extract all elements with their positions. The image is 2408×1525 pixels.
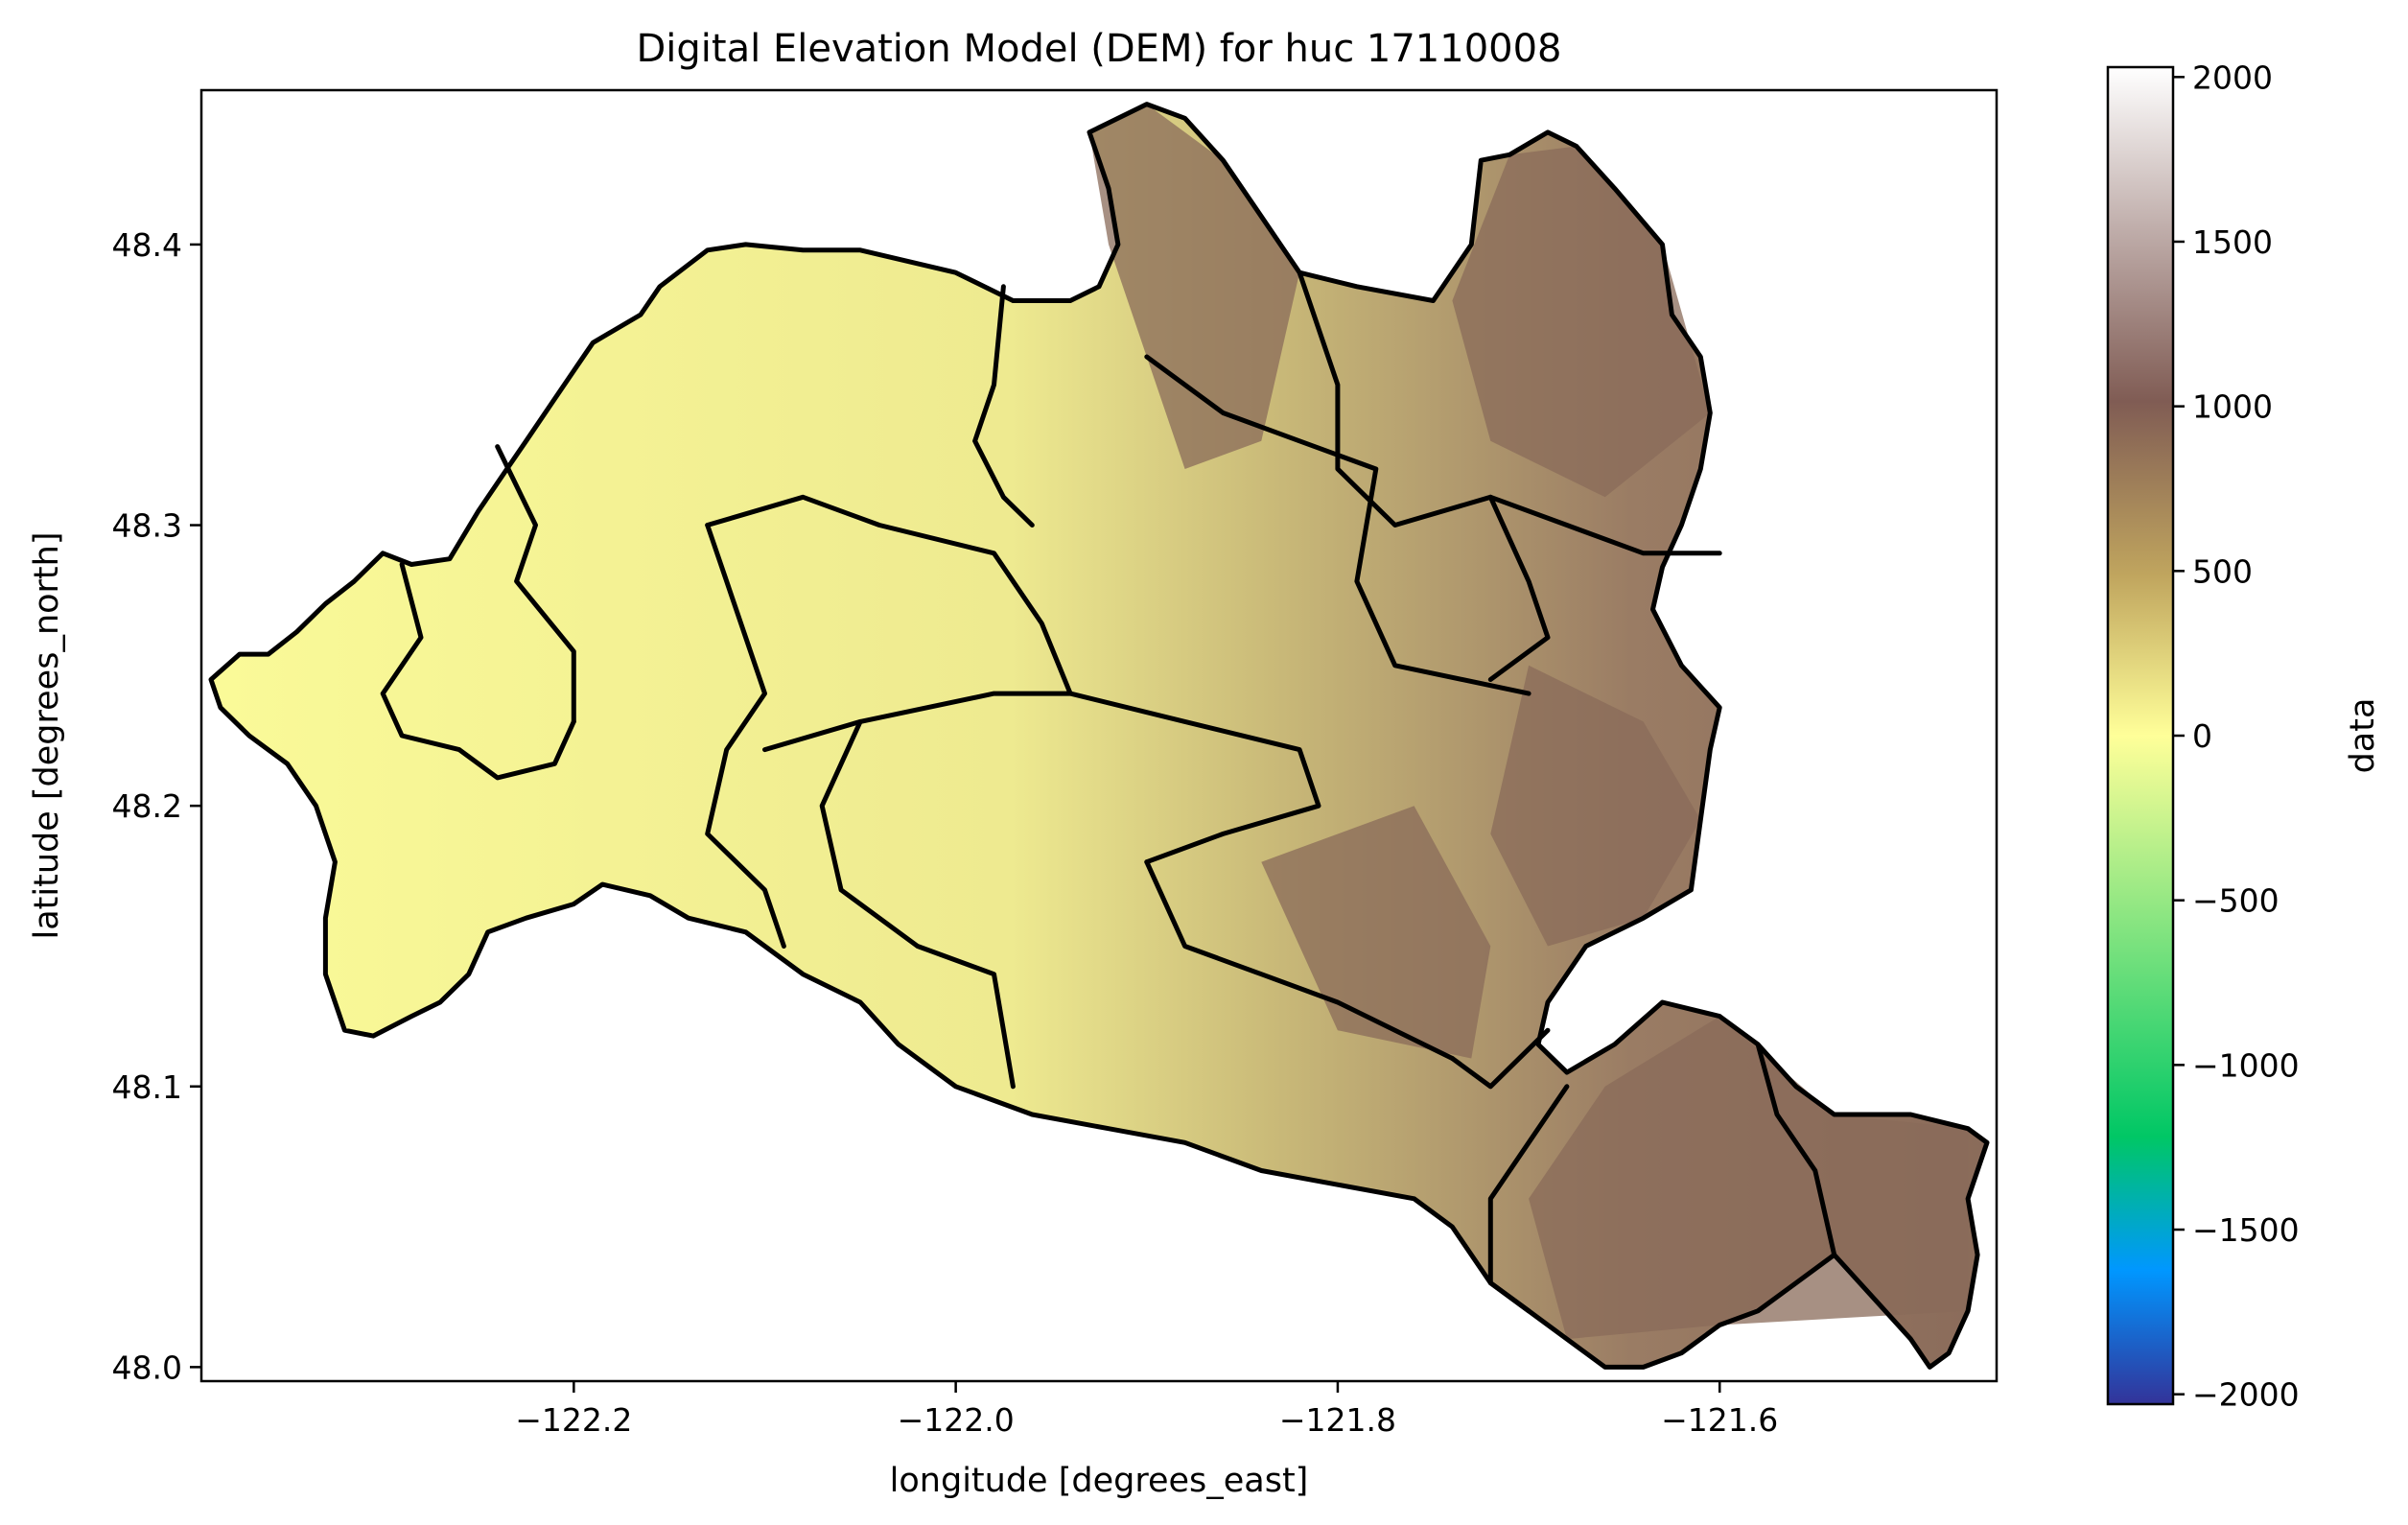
subbasin-boundary [1144, 354, 1531, 696]
axes-frame [199, 88, 1999, 1383]
x-axis-ticks: −122.2 −122.0 −121.8 −121.6 [515, 1381, 1778, 1439]
colorbar-tick-label: −1000 [2192, 1046, 2300, 1084]
mountain-terrain-patch [1261, 806, 1491, 1059]
y-tick-label: 48.4 [112, 226, 182, 264]
subbasin-boundary-layer [208, 102, 1990, 1370]
subbasin-boundary [495, 444, 576, 724]
subbasin-boundary [1487, 1084, 1570, 1314]
subbasin-boundary [705, 494, 1073, 696]
watershed-region-layer [211, 104, 1987, 1368]
y-tick-label: 48.0 [112, 1349, 182, 1386]
x-tick-label: −122.2 [515, 1401, 632, 1439]
subbasin-boundary [1297, 270, 1722, 556]
colorbar-gradient [2106, 65, 2175, 1406]
subbasin-boundary [819, 718, 1016, 1090]
colorbar-tick-label: 1500 [2192, 223, 2273, 261]
x-tick-label: −122.0 [898, 1401, 1015, 1439]
y-tick-label: 48.3 [112, 507, 182, 545]
y-axis-ticks: 48.0 48.1 48.2 48.3 48.4 [112, 226, 201, 1386]
colorbar-tick-label: −1500 [2192, 1211, 2300, 1249]
colorbar-tick-label: −500 [2192, 882, 2279, 920]
x-tick-label: −121.6 [1661, 1401, 1778, 1439]
mountain-terrain-patch [1529, 1016, 1969, 1340]
colorbar-ticks: 2000 1500 1000 500 0 −500 −1000 −1500 −2000 [2173, 59, 2300, 1414]
x-tick-label: −121.8 [1279, 1401, 1396, 1439]
mountain-terrain-patch [1089, 104, 1300, 469]
plot-area: −122.2 −122.0 −121.8 −121.6 48.048.148.248.… [112, 88, 1999, 1439]
subbasin-boundary [1755, 1042, 1837, 1257]
colorbar-tick-label: 1000 [2192, 388, 2273, 426]
mountain-terrain-patch [1452, 146, 1711, 498]
colorbar-tick-label: 0 [2192, 717, 2212, 755]
colorbar: 2000 1500 1000 500 0 −500 −1000 −1500 −2000 data [2106, 59, 2382, 1414]
x-axis-label: longitude [degrees_east] [890, 1462, 1309, 1500]
subbasin-boundary [1487, 494, 1551, 682]
subbasin-boundary [972, 284, 1035, 528]
subbasin-boundary [1449, 1027, 1551, 1090]
colorbar-tick-label: −2000 [2192, 1376, 2300, 1414]
watershed-outline [208, 102, 1990, 1370]
colorbar-label: data [2344, 698, 2382, 774]
colorbar-tick-label: 2000 [2192, 59, 2273, 96]
colorbar-tick-label: 500 [2192, 552, 2253, 590]
y-tick-label: 48.1 [112, 1068, 182, 1106]
mountain-terrain-patch [1490, 665, 1701, 947]
subbasin-boundary [1144, 859, 1455, 1061]
chart-title: Digital Elevation Model (DEM) for huc 17… [637, 27, 1562, 71]
y-axis-label: latitude [degrees_north] [28, 532, 66, 940]
y-tick-label: 48.2 [112, 787, 182, 825]
subbasin-boundary [380, 562, 576, 781]
subbasin-boundary [762, 691, 1321, 865]
subbasin-boundary [705, 523, 786, 949]
